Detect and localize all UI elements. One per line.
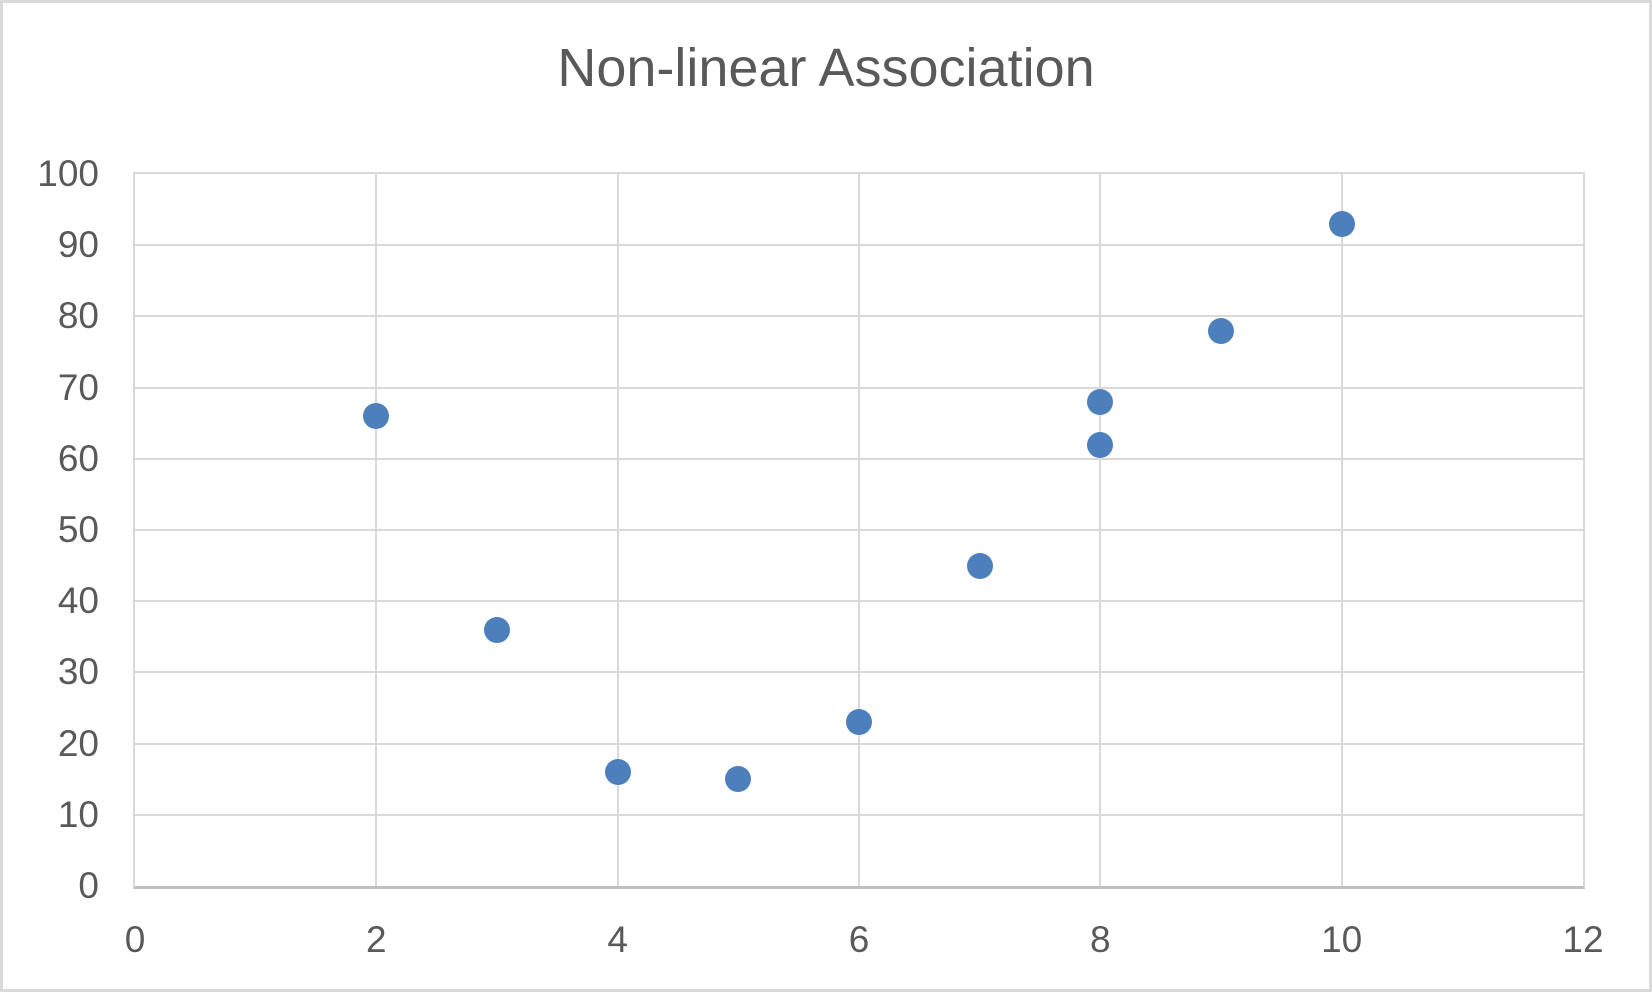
x-tick-label: 6 [848,919,870,960]
y-tick-label: 20 [57,722,99,764]
y-tick-label: 70 [57,366,99,408]
x-tick-label: 0 [124,919,146,960]
y-tick-label: 90 [57,224,99,266]
scatter-point [363,403,390,430]
y-tick-label: 50 [57,509,99,550]
x-tick-label: 10 [1321,919,1363,960]
scatter-point [484,616,510,643]
scatter-point [1087,431,1114,458]
scatter-point [1208,317,1234,344]
vertical-gridline [1099,174,1102,886]
x-tick-label: 12 [1562,919,1604,960]
vertical-gridline [616,174,619,886]
vertical-gridline [1340,174,1343,886]
x-tick-label: 4 [607,919,628,960]
scatter-point [1087,388,1114,415]
scatter-point [966,552,993,579]
scatter-point [725,766,752,793]
y-tick-label: 100 [37,153,99,194]
y-tick-label: 60 [57,437,99,479]
y-tick-label: 30 [57,651,99,693]
y-tick-label: 80 [57,295,99,337]
vertical-gridline [375,174,378,886]
vertical-gridline [858,174,860,886]
y-tick-label: 10 [57,793,99,835]
scatter-point [604,759,631,786]
x-tick-label: 8 [1090,919,1111,960]
y-tick-label: 0 [78,865,99,906]
x-tick-label: 2 [366,919,387,960]
scatter-point [846,709,872,736]
chart-title: Non-linear Association [557,38,1095,98]
y-tick-label: 40 [57,580,99,622]
scatter-point [1328,210,1355,237]
plot-area [133,172,1585,889]
